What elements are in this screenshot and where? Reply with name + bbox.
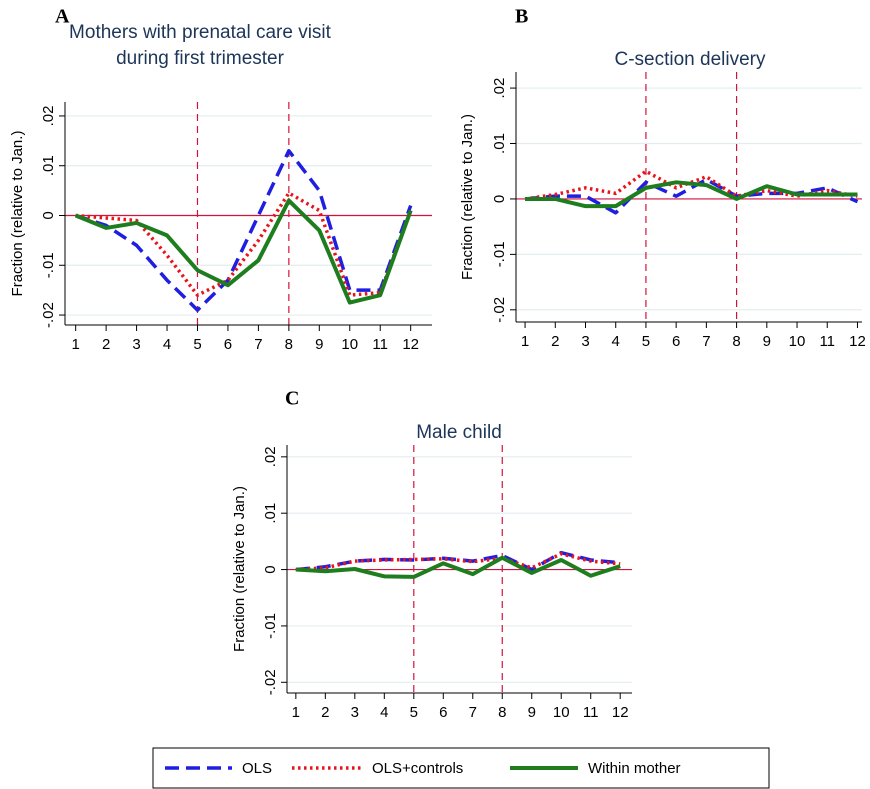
panel-label: A bbox=[55, 6, 70, 28]
y-tick-label: -.02 bbox=[40, 302, 57, 328]
legend-box bbox=[152, 747, 770, 789]
x-tick-label: 7 bbox=[469, 704, 477, 721]
x-tick-label: 11 bbox=[372, 336, 388, 353]
x-tick-label: 12 bbox=[402, 336, 419, 353]
x-tick-label: 1 bbox=[521, 333, 529, 350]
y-tick-label: .02 bbox=[262, 446, 279, 467]
series-line bbox=[75, 191, 413, 297]
x-tick-label: 8 bbox=[498, 704, 506, 721]
y-tick-label: -.01 bbox=[40, 252, 57, 278]
y-tick-label: .01 bbox=[262, 503, 279, 524]
y-tick-label: .01 bbox=[491, 133, 508, 154]
x-tick-label: 9 bbox=[528, 704, 536, 721]
chart-title: Mothers with prenatal care visit bbox=[69, 22, 332, 43]
series-line bbox=[295, 552, 621, 572]
x-tick-label: 3 bbox=[581, 333, 589, 350]
x-tick-label: 2 bbox=[551, 333, 559, 350]
y-tick-label: 0 bbox=[262, 565, 279, 573]
x-tick-label: 12 bbox=[849, 333, 866, 350]
x-tick-label: 3 bbox=[351, 704, 359, 721]
x-tick-label: 9 bbox=[315, 336, 323, 353]
chart-title: during first trimester bbox=[116, 48, 285, 69]
y-axis-label: Fraction (relative to Jan.) bbox=[459, 114, 476, 280]
x-tick-label: 8 bbox=[285, 336, 293, 353]
x-tick-label: 11 bbox=[583, 704, 599, 721]
legend-label: OLS bbox=[242, 760, 272, 777]
x-tick-label: 6 bbox=[439, 704, 447, 721]
x-tick-label: 2 bbox=[102, 336, 110, 353]
y-axis-label: Fraction (relative to Jan.) bbox=[9, 131, 26, 297]
chart-title: Male child bbox=[416, 422, 502, 443]
x-tick-label: 9 bbox=[763, 333, 771, 350]
x-tick-label: 7 bbox=[702, 333, 710, 350]
y-tick-label: -.02 bbox=[491, 297, 508, 323]
x-tick-label: 7 bbox=[254, 336, 262, 353]
x-tick-label: 10 bbox=[553, 704, 570, 721]
x-tick-label: 5 bbox=[410, 704, 418, 721]
y-tick-label: 0 bbox=[40, 211, 57, 219]
x-tick-label: 10 bbox=[789, 333, 806, 350]
x-tick-label: 5 bbox=[193, 336, 201, 353]
x-tick-label: 6 bbox=[672, 333, 680, 350]
series-line bbox=[525, 180, 858, 209]
y-tick-label: .01 bbox=[40, 155, 57, 176]
y-tick-label: -.02 bbox=[262, 669, 279, 695]
panel-label: B bbox=[515, 6, 528, 28]
panel-label: C bbox=[285, 388, 299, 410]
chart-title: C-section delivery bbox=[615, 49, 766, 70]
x-tick-label: 6 bbox=[224, 336, 232, 353]
x-tick-label: 10 bbox=[341, 336, 358, 353]
series-line bbox=[75, 149, 413, 312]
x-tick-label: 4 bbox=[380, 704, 388, 721]
x-tick-label: 12 bbox=[612, 704, 629, 721]
y-tick-label: .02 bbox=[40, 106, 57, 127]
y-tick-label: 0 bbox=[491, 195, 508, 203]
x-tick-label: 4 bbox=[163, 336, 171, 353]
x-tick-label: 5 bbox=[642, 333, 650, 350]
y-tick-label: -.01 bbox=[491, 241, 508, 267]
series-line bbox=[295, 555, 621, 579]
legend-label: Within mother bbox=[588, 760, 681, 777]
x-tick-label: 3 bbox=[132, 336, 140, 353]
y-tick-label: .02 bbox=[491, 78, 508, 99]
series-line bbox=[524, 177, 859, 215]
legend-label: OLS+controls bbox=[372, 760, 463, 777]
x-tick-label: 8 bbox=[732, 333, 740, 350]
x-tick-label: 1 bbox=[71, 336, 79, 353]
y-axis-label: Fraction (relative to Jan.) bbox=[231, 486, 248, 652]
series-line bbox=[74, 198, 413, 305]
x-tick-label: 2 bbox=[321, 704, 329, 721]
y-tick-label: -.01 bbox=[262, 613, 279, 639]
x-tick-label: 4 bbox=[612, 333, 620, 350]
x-tick-label: 11 bbox=[819, 333, 835, 350]
x-tick-label: 1 bbox=[292, 704, 300, 721]
